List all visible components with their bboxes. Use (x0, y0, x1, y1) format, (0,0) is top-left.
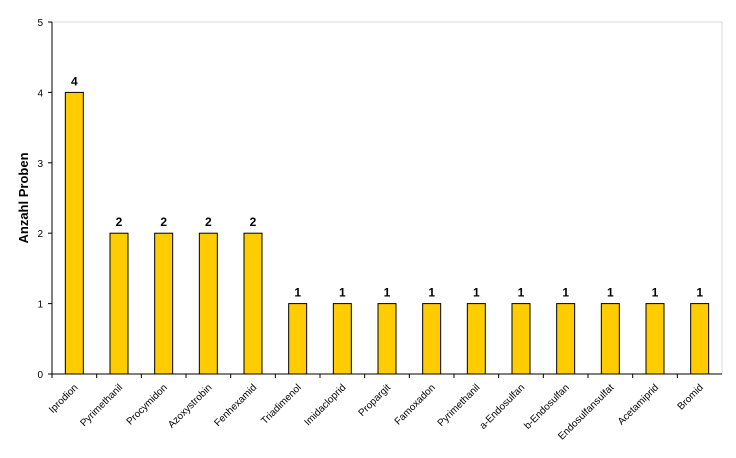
y-axis-title: Anzahl Proben (16, 152, 31, 243)
bar (198, 232, 218, 375)
x-tick-label: Fenhexamid (212, 382, 259, 429)
bar (600, 303, 620, 375)
bar (556, 303, 576, 375)
x-tick-label: b-Endosulfan (522, 382, 571, 431)
bar (64, 91, 84, 375)
y-tick-label: 1 (37, 300, 43, 311)
bar (109, 232, 129, 375)
value-label: 1 (562, 286, 569, 300)
x-tick-label: Pyrimethanil (78, 382, 125, 429)
x-tick-label: Famoxadon (393, 382, 438, 427)
y-tick-label: 2 (37, 229, 43, 240)
y-tick-label: 0 (37, 370, 43, 381)
value-label: 4 (71, 74, 78, 88)
y-tick-label: 3 (37, 159, 43, 170)
bar (422, 303, 442, 375)
value-label: 2 (160, 215, 167, 229)
x-tick-label: Imidacloprid (303, 382, 349, 428)
value-label: 2 (250, 215, 257, 229)
value-label: 2 (205, 215, 212, 229)
bar (690, 303, 710, 375)
x-tick-label: Propargit (357, 382, 394, 419)
x-tick-label: a-Endosulfan (478, 382, 527, 431)
value-label: 2 (116, 215, 123, 229)
x-tick-label: Bromid (676, 382, 706, 412)
value-label: 1 (696, 286, 703, 300)
bar (645, 303, 665, 375)
value-label: 1 (428, 286, 435, 300)
value-label: 1 (518, 286, 525, 300)
bar (288, 303, 308, 375)
value-label: 1 (607, 286, 614, 300)
bar (511, 303, 531, 375)
value-label: 1 (652, 286, 659, 300)
value-label: 1 (473, 286, 480, 300)
x-tick-label: Pyrimethanil (436, 382, 483, 429)
y-tick-label: 5 (37, 18, 43, 29)
x-tick-label: Procymidon (125, 382, 170, 427)
bar (154, 232, 174, 375)
x-tick-label: Azoxystrobin (166, 382, 214, 430)
bar (243, 232, 263, 375)
x-tick-label: Iprodion (47, 382, 80, 415)
y-tick-label: 4 (37, 88, 43, 99)
value-label: 1 (294, 286, 301, 300)
x-tick-label: Acetamiprid (616, 382, 661, 427)
bar (466, 303, 486, 375)
bar (332, 303, 352, 375)
x-tick-label: Triadimenol (259, 382, 303, 426)
value-label: 1 (339, 286, 346, 300)
value-label: 1 (384, 286, 391, 300)
bar (377, 303, 397, 375)
